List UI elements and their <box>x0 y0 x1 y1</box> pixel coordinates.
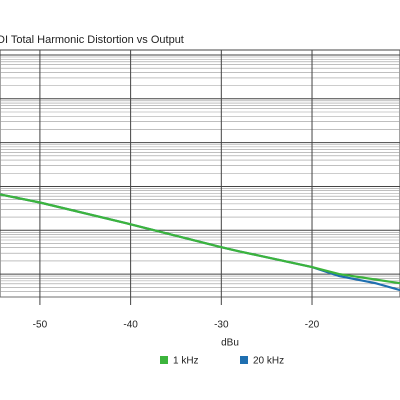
x-tick-label: -30 <box>214 320 229 331</box>
legend-swatch <box>160 356 168 364</box>
data-line <box>0 193 400 285</box>
x-tick-label: -40 <box>123 320 138 331</box>
x-tick-label: -50 <box>33 320 48 331</box>
x-tick-label: -20 <box>305 320 320 331</box>
chart-title: DI Total Harmonic Distortion vs Output <box>0 34 184 46</box>
legend-swatch <box>240 356 248 364</box>
legend-label: 20 kHz <box>253 356 284 367</box>
legend-label: 1 kHz <box>173 356 199 367</box>
x-axis-label: dBu <box>221 338 239 349</box>
